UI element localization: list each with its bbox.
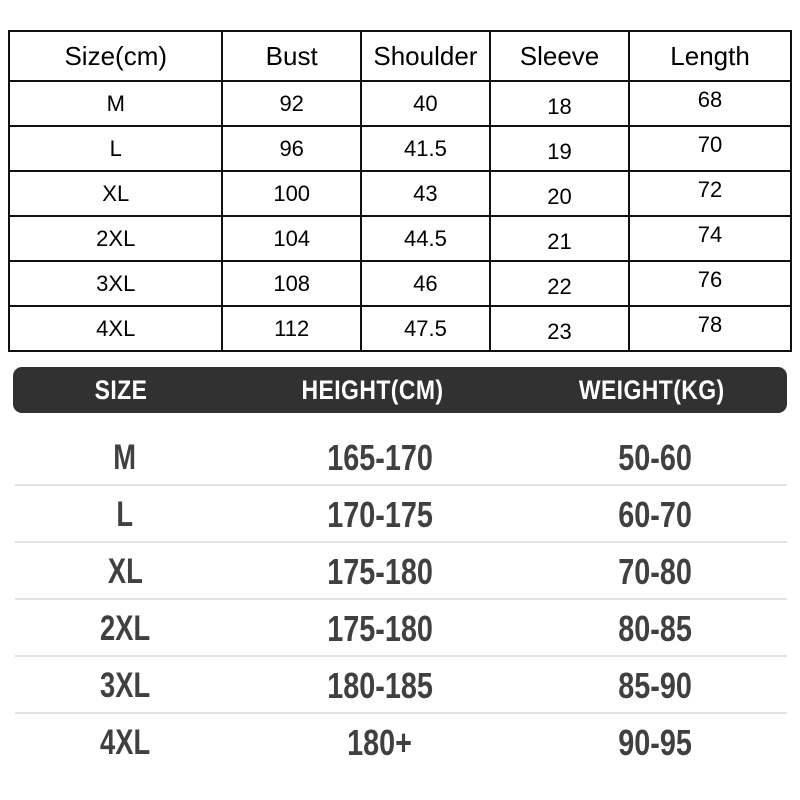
length-cell: 74 bbox=[628, 215, 792, 262]
garment-row-3xl: 3XL 108 46 22 76 bbox=[7, 260, 792, 307]
weight-cell: 50-60 bbox=[618, 436, 692, 478]
length-cell: 70 bbox=[628, 125, 792, 172]
garment-header-row: Size(cm) Bust Shoulder Sleeve Length bbox=[7, 30, 792, 82]
col-header-height: HEIGHT(CM) bbox=[230, 375, 516, 406]
bust-cell: 96 bbox=[221, 125, 362, 172]
bust-cell: 100 bbox=[221, 170, 362, 217]
garment-row-xl: XL 100 43 20 72 bbox=[7, 170, 792, 217]
bust-cell: 112 bbox=[221, 305, 362, 352]
body-row-2xl: 2XL 175-180 80-85 bbox=[0, 600, 800, 657]
bust-cell: 104 bbox=[221, 215, 362, 262]
size-cell: 3XL bbox=[99, 665, 151, 705]
header-label: WEIGHT(KG) bbox=[578, 374, 725, 405]
height-cell: 170-175 bbox=[327, 493, 433, 535]
col-header-size: SIZE bbox=[13, 375, 230, 406]
size-cell: 4XL bbox=[7, 305, 224, 352]
body-row-3xl: 3XL 180-185 85-90 bbox=[0, 657, 800, 714]
sleeve-cell: 23 bbox=[488, 305, 631, 352]
height-cell: 165-170 bbox=[327, 436, 433, 478]
bust-cell: 92 bbox=[221, 80, 362, 127]
col-header-bust: Bust bbox=[221, 30, 362, 82]
shoulder-cell: 46 bbox=[359, 260, 491, 307]
body-row-4xl: 4XL 180+ 90-95 bbox=[0, 714, 800, 771]
weight-cell: 70-80 bbox=[618, 550, 692, 592]
length-cell: 72 bbox=[628, 170, 792, 217]
weight-cell: 85-90 bbox=[618, 664, 692, 706]
body-row-xl: XL 175-180 70-80 bbox=[0, 543, 800, 600]
weight-cell: 90-95 bbox=[618, 721, 692, 763]
shoulder-cell: 47.5 bbox=[359, 305, 491, 352]
col-header-length: Length bbox=[628, 30, 792, 82]
shoulder-cell: 44.5 bbox=[359, 215, 491, 262]
col-header-size: Size(cm) bbox=[7, 30, 224, 82]
size-cell: XL bbox=[107, 551, 143, 591]
length-cell: 76 bbox=[628, 260, 792, 307]
size-cell: L bbox=[7, 125, 224, 172]
weight-cell: 80-85 bbox=[618, 607, 692, 649]
size-cell: M bbox=[7, 80, 224, 127]
garment-row-4xl: 4XL 112 47.5 23 78 bbox=[7, 305, 792, 352]
size-cell: M bbox=[113, 437, 137, 477]
sleeve-cell: 19 bbox=[488, 125, 631, 172]
body-size-rows: M 165-170 50-60 L 170-175 60-70 XL 175-1… bbox=[0, 429, 800, 771]
garment-row-m: M 92 40 18 68 bbox=[7, 80, 792, 127]
col-header-shoulder: Shoulder bbox=[359, 30, 491, 82]
height-cell: 180+ bbox=[347, 721, 413, 763]
garment-row-l: L 96 41.5 19 70 bbox=[7, 125, 792, 172]
height-cell: 175-180 bbox=[327, 550, 433, 592]
size-cell: 4XL bbox=[99, 722, 151, 762]
length-cell: 78 bbox=[628, 305, 792, 352]
sleeve-cell: 20 bbox=[488, 170, 631, 217]
sleeve-cell: 22 bbox=[488, 260, 631, 307]
shoulder-cell: 40 bbox=[359, 80, 491, 127]
shoulder-cell: 41.5 bbox=[359, 125, 491, 172]
sleeve-cell: 21 bbox=[488, 215, 631, 262]
body-row-m: M 165-170 50-60 bbox=[0, 429, 800, 486]
garment-row-2xl: 2XL 104 44.5 21 74 bbox=[7, 215, 792, 262]
header-label: HEIGHT(CM) bbox=[301, 374, 444, 405]
body-row-l: L 170-175 60-70 bbox=[0, 486, 800, 543]
size-cell: 2XL bbox=[99, 608, 151, 648]
col-header-weight: WEIGHT(KG) bbox=[516, 375, 787, 406]
size-cell: 3XL bbox=[7, 260, 224, 307]
shoulder-cell: 43 bbox=[359, 170, 491, 217]
header-label: SIZE bbox=[94, 374, 148, 405]
garment-measurements-table: Size(cm) Bust Shoulder Sleeve Length M 9… bbox=[7, 30, 792, 352]
size-cell: L bbox=[116, 494, 134, 534]
length-cell: 68 bbox=[628, 80, 792, 127]
height-cell: 180-185 bbox=[327, 664, 433, 706]
body-size-header-bar: SIZE HEIGHT(CM) WEIGHT(KG) bbox=[13, 367, 787, 413]
weight-cell: 60-70 bbox=[618, 493, 692, 535]
size-cell: 2XL bbox=[7, 215, 224, 262]
bust-cell: 108 bbox=[221, 260, 362, 307]
size-cell: XL bbox=[7, 170, 224, 217]
sleeve-cell: 18 bbox=[488, 80, 631, 127]
col-header-sleeve: Sleeve bbox=[488, 30, 631, 82]
height-cell: 175-180 bbox=[327, 607, 433, 649]
